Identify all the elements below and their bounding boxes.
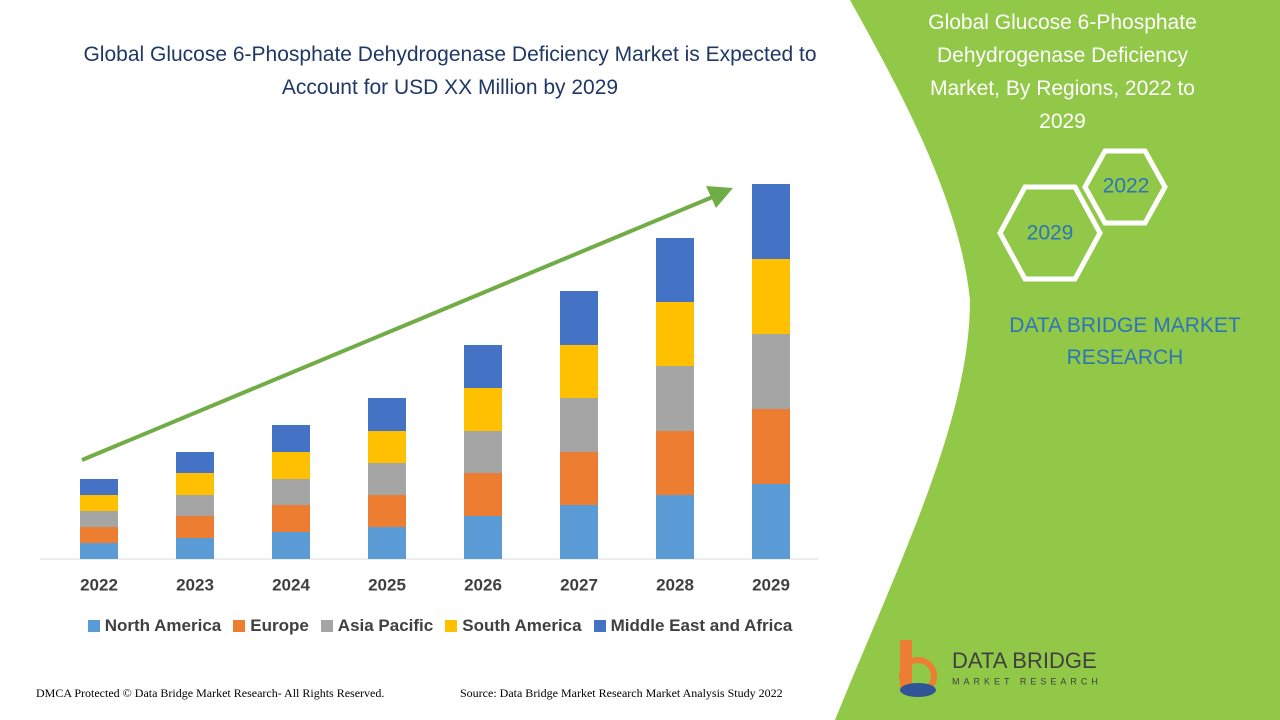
bar-segment xyxy=(272,479,310,505)
legend-label: North America xyxy=(104,616,222,635)
brand-text: DATA BRIDGE MARKET RESEARCH xyxy=(1009,314,1241,369)
bar-segment xyxy=(752,409,790,484)
logo-name: DATA BRIDGE xyxy=(952,648,1097,673)
x-tick-label: 2024 xyxy=(272,575,310,594)
bar-segment xyxy=(368,398,406,431)
legend-label: Asia Pacific xyxy=(337,616,434,635)
bar-segment xyxy=(752,184,790,259)
bar-segment xyxy=(176,538,214,559)
legend-swatch xyxy=(593,620,606,632)
bar-segment xyxy=(272,505,310,532)
bar-segment xyxy=(368,495,406,527)
bar-segment xyxy=(272,532,310,559)
legend-swatch xyxy=(87,620,100,632)
logo-mark xyxy=(900,683,936,697)
bar-segment xyxy=(176,473,214,495)
hexagon xyxy=(1082,148,1168,226)
x-tick-label: 2029 xyxy=(752,575,790,594)
legend-item: South America xyxy=(445,616,582,636)
bar-segment xyxy=(368,527,406,559)
bar-segment xyxy=(80,479,118,495)
bar-segment xyxy=(368,463,406,495)
bar-segment xyxy=(560,505,598,559)
x-tick-label: 2026 xyxy=(464,575,502,594)
bar-segment xyxy=(560,398,598,452)
bar-segment xyxy=(176,516,214,538)
bar-segment xyxy=(464,516,502,559)
x-tick-label: 2028 xyxy=(656,575,694,594)
bar-segment xyxy=(464,431,502,473)
bar-segment xyxy=(80,511,118,527)
bar-segment xyxy=(752,259,790,334)
legend: North America Europe Asia Pacific South Ame… xyxy=(40,616,840,636)
green-panel xyxy=(835,0,1280,720)
bar-segment xyxy=(80,527,118,543)
legend-swatch xyxy=(233,620,246,632)
chart-title: Global Glucose 6-Phosphate Dehydrogenase… xyxy=(83,43,817,99)
legend-item: Middle East and Africa xyxy=(593,616,793,636)
bar-segment xyxy=(560,291,598,345)
legend-item: Europe xyxy=(233,616,309,636)
hexagon xyxy=(997,184,1103,282)
bar-segment xyxy=(272,452,310,479)
legend-swatch xyxy=(320,620,333,632)
bar-segment xyxy=(464,473,502,516)
bar-segment xyxy=(560,452,598,505)
bar-segment xyxy=(656,238,694,302)
legend-item: North America xyxy=(87,616,222,636)
logo-tagline: MARKET RESEARCH xyxy=(952,676,1102,686)
hex-label: 2029 xyxy=(1027,222,1074,245)
trend-arrowhead xyxy=(706,186,733,208)
bar-segment xyxy=(752,484,790,559)
bar-segment xyxy=(176,452,214,473)
bar-segment xyxy=(272,425,310,452)
bar-segment xyxy=(752,334,790,409)
legend-swatch xyxy=(445,620,458,632)
legend-item: Asia Pacific xyxy=(320,616,434,636)
footer-right: Source: Data Bridge Market Research Mark… xyxy=(460,686,783,700)
legend-label: South America xyxy=(462,616,582,635)
bar-segment xyxy=(368,431,406,463)
bar-segment xyxy=(656,495,694,559)
hex-label: 2022 xyxy=(1103,175,1150,198)
x-tick-label: 2023 xyxy=(176,575,214,594)
bar-segment xyxy=(656,302,694,366)
x-tick-label: 2025 xyxy=(368,575,406,594)
bar-segment xyxy=(464,345,502,388)
bar-segment xyxy=(464,388,502,431)
bar-segment xyxy=(80,543,118,559)
bar-segment xyxy=(656,431,694,495)
legend-label: Europe xyxy=(250,616,309,635)
x-tick-label: 2027 xyxy=(560,575,598,594)
trend-arrow xyxy=(81,194,716,462)
panel-title: Global Glucose 6-Phosphate Dehydrogenase… xyxy=(928,11,1197,133)
x-tick-label: 2022 xyxy=(80,575,118,594)
legend-label: Middle East and Africa xyxy=(610,616,793,635)
bar-segment xyxy=(80,495,118,511)
logo: DATA BRIDGE MARKET RESEARCH xyxy=(899,640,1102,697)
bar-segment xyxy=(656,366,694,431)
bar-segment xyxy=(560,345,598,398)
bar-segment xyxy=(176,495,214,516)
footer-left: DMCA Protected © Data Bridge Market Rese… xyxy=(36,686,385,700)
